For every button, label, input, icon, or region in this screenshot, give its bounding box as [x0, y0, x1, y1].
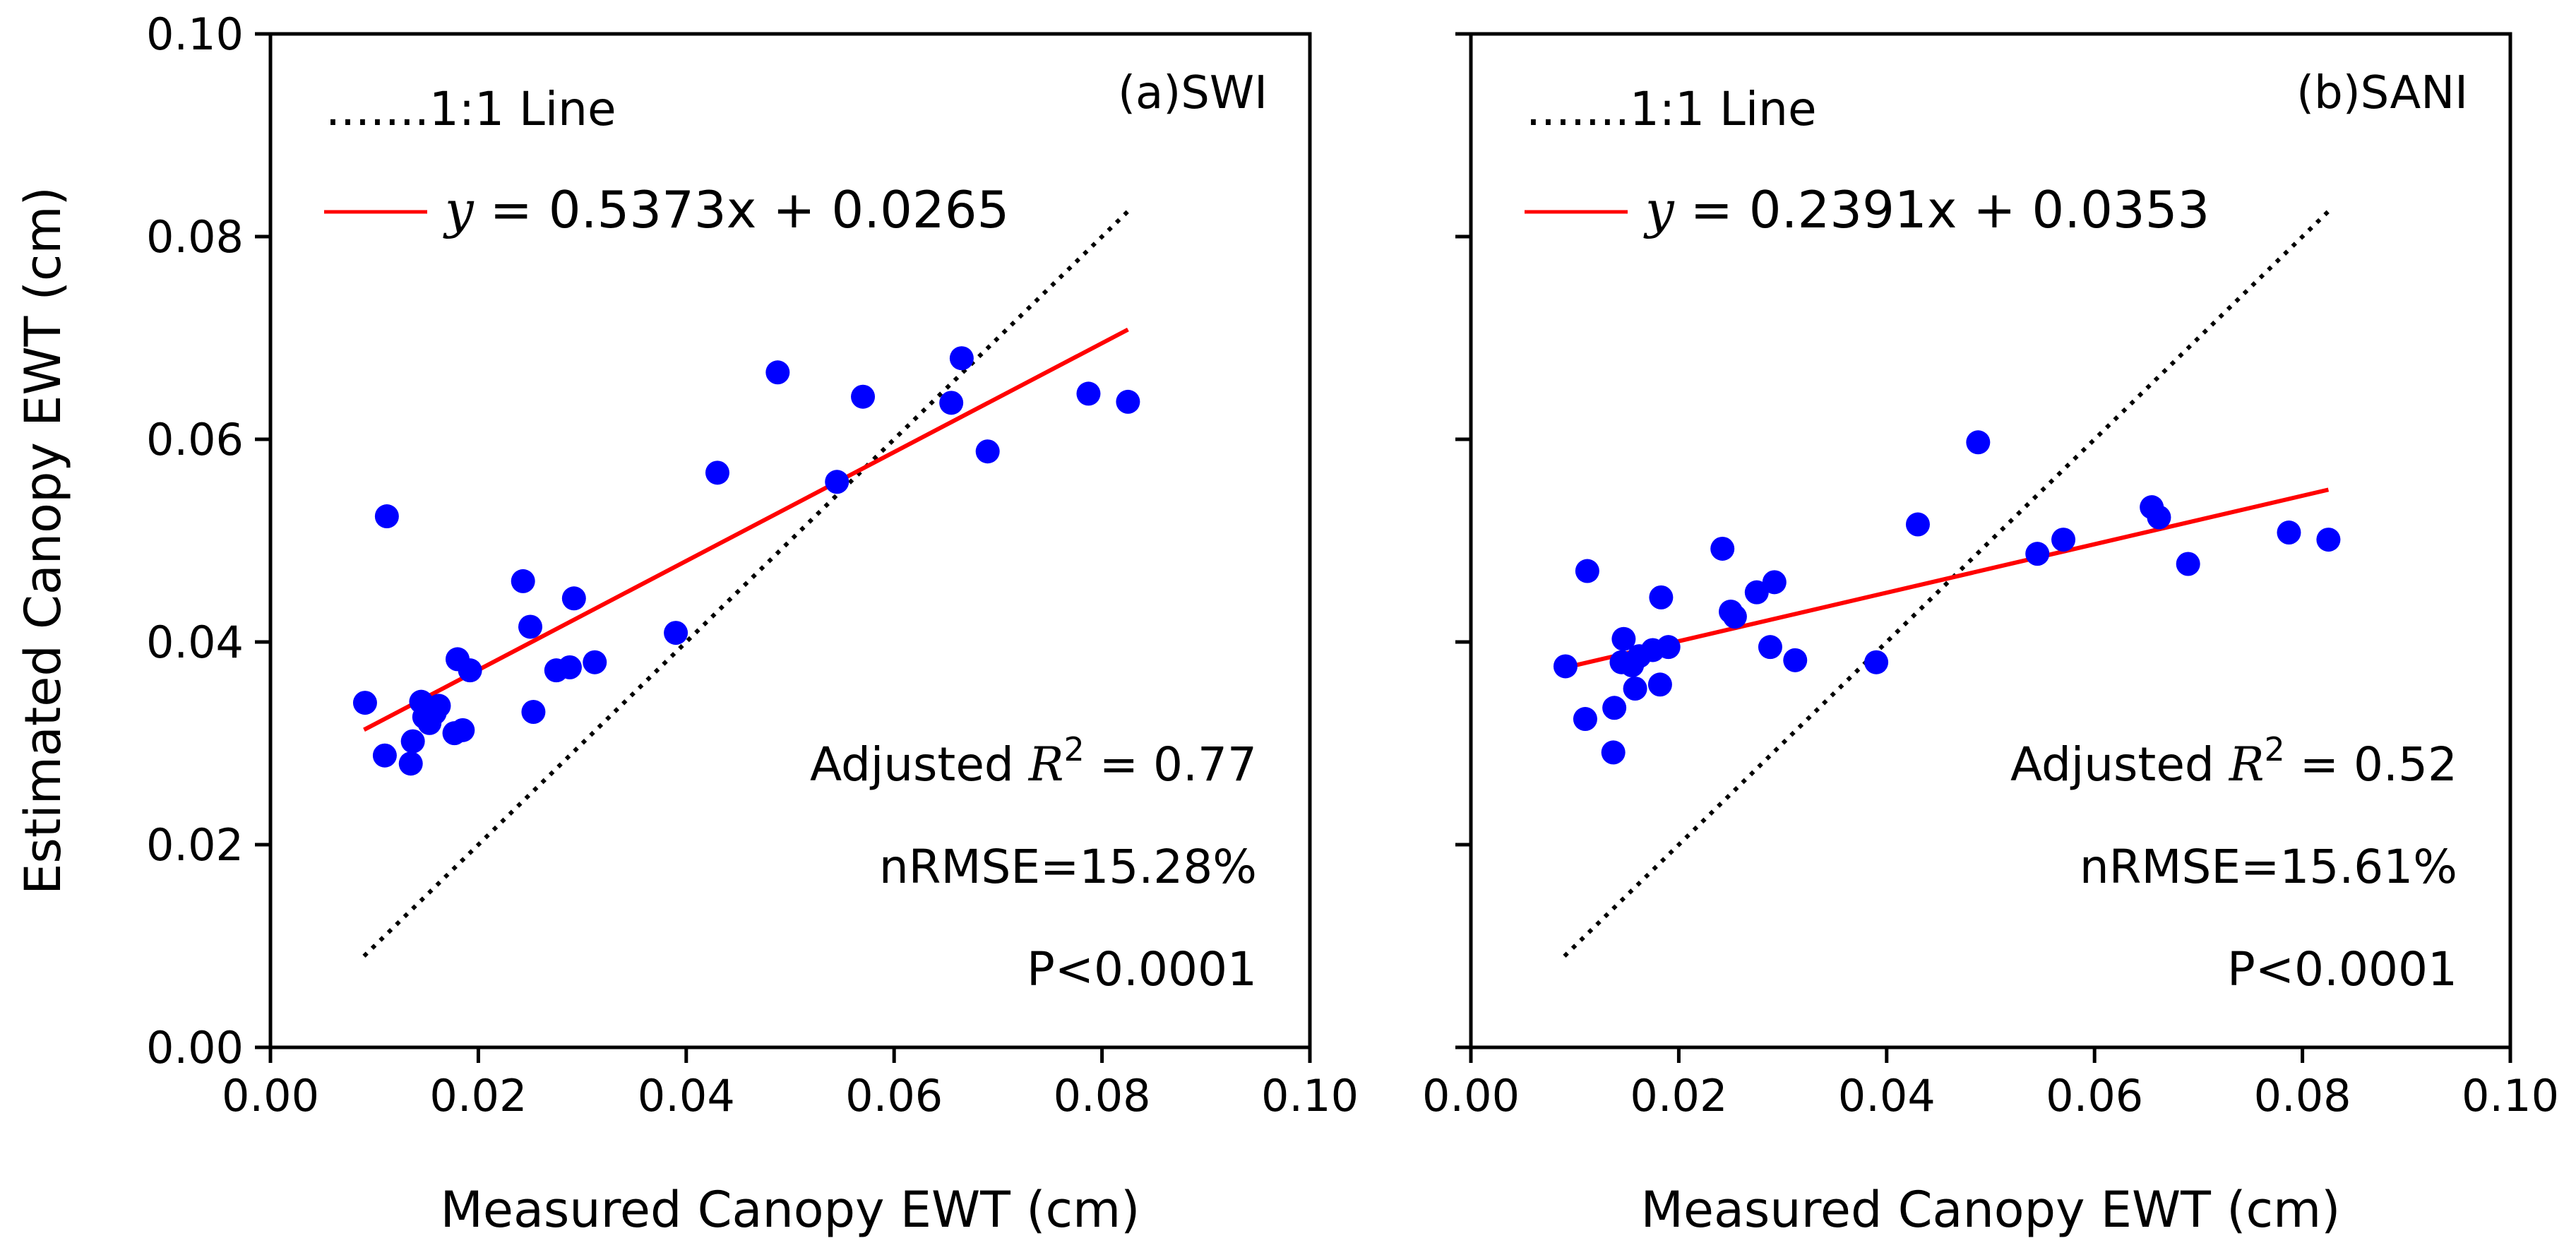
data-point — [1076, 381, 1101, 406]
x-tick-label: 0.10 — [2462, 1070, 2559, 1122]
data-point — [374, 504, 399, 529]
data-point — [1601, 740, 1626, 765]
data-point — [765, 360, 790, 385]
data-point — [1575, 559, 1599, 583]
data-point — [1905, 512, 1930, 537]
data-point — [1710, 536, 1735, 561]
x-tick-label: 0.02 — [429, 1070, 527, 1122]
y-axis-label: Estimated Canopy EWT (cm) — [14, 186, 72, 895]
adjusted-r2-text: Adjusted R2 = 0.77 — [810, 730, 1257, 792]
equation-rhs: = 0.5373x + 0.0265 — [474, 180, 1010, 239]
data-point — [518, 614, 542, 639]
x-tick-label: 0.08 — [1054, 1070, 1151, 1122]
data-point — [1611, 626, 1636, 651]
x-tick-label: 0.10 — [1261, 1070, 1359, 1122]
y-tick-label: 0.04 — [146, 617, 244, 668]
data-point — [561, 586, 586, 611]
data-point — [1758, 635, 1782, 660]
panel-label: (a)SWI — [1118, 67, 1268, 119]
data-point — [1762, 570, 1787, 595]
data-point — [583, 650, 607, 674]
one-to-one-line — [1563, 209, 2330, 958]
data-point — [1722, 605, 1747, 629]
regression-line — [1563, 487, 2330, 670]
plot-frame — [268, 32, 1312, 1049]
data-point — [975, 439, 1000, 464]
data-point — [664, 621, 688, 646]
data-point — [949, 346, 974, 371]
data-point — [1647, 672, 1672, 697]
regression-line — [363, 327, 1129, 732]
data-point — [1623, 677, 1647, 701]
x-axis-label: Measured Canopy EWT (cm) — [440, 1181, 1140, 1239]
data-point — [1116, 389, 1140, 414]
data-point — [2025, 542, 2050, 566]
p-value-text: P<0.0001 — [1027, 942, 1257, 997]
data-point — [1966, 430, 1991, 455]
x-tick-label: 0.00 — [1422, 1070, 1520, 1122]
x-tick-label: 0.02 — [1630, 1070, 1727, 1122]
y-tick-label: 0.06 — [146, 414, 244, 465]
one-to-one-line — [362, 209, 1130, 958]
data-point — [939, 391, 964, 415]
data-point — [825, 470, 849, 494]
data-point — [2316, 528, 2341, 552]
plot-frame — [1469, 32, 2512, 1049]
data-point — [1649, 585, 1674, 609]
data-point — [458, 658, 482, 683]
data-point — [1864, 650, 1889, 674]
data-point — [2051, 528, 2076, 552]
nrmse-text: nRMSE=15.28% — [879, 840, 1257, 894]
legend-fit-equation: y = 0.5373x + 0.0265 — [443, 180, 1009, 239]
p-value-text: P<0.0001 — [2227, 942, 2457, 997]
y-tick-label: 0.08 — [146, 211, 244, 263]
data-point — [451, 718, 475, 742]
data-point — [427, 694, 451, 718]
data-point — [2147, 505, 2171, 530]
legend-fit-equation: y = 0.2391x + 0.0353 — [1643, 180, 2210, 239]
data-point — [1573, 707, 1597, 732]
data-point — [400, 729, 425, 754]
data-point — [1783, 648, 1808, 672]
equation-rhs: = 0.2391x + 0.0353 — [1674, 180, 2210, 239]
data-point — [372, 743, 397, 768]
x-tick-label: 0.00 — [222, 1070, 319, 1122]
data-point — [521, 700, 546, 725]
data-point — [511, 569, 535, 593]
scatter-panel-1: 0.00 0.02 0.04 0.06 0.08 0.10 0.00 0.02 0.04 0.06… — [14, 8, 1359, 1239]
x-tick-label: 0.06 — [845, 1070, 943, 1122]
data-point — [1602, 696, 1627, 720]
legend-one-to-one-label: .......1:1 Line — [1526, 82, 1817, 136]
equation-variable: y — [1643, 180, 1675, 239]
data-point — [2277, 521, 2301, 545]
data-point — [705, 460, 729, 485]
x-tick-label: 0.04 — [1838, 1070, 1936, 1122]
y-tick-label: 0.00 — [146, 1022, 244, 1073]
data-point — [851, 384, 876, 409]
scatter-panel-2: 0.00 0.02 0.04 0.06 0.08 0.10 Measured Canopy … — [1422, 32, 2559, 1239]
adjusted-r2-text: Adjusted R2 = 0.52 — [2010, 730, 2457, 792]
data-point — [1656, 635, 1681, 660]
data-point — [557, 655, 582, 679]
nrmse-text: nRMSE=15.61% — [2080, 840, 2457, 894]
y-tick-label: 0.02 — [146, 819, 244, 871]
x-axis-label: Measured Canopy EWT (cm) — [1640, 1181, 2340, 1239]
data-point — [1744, 580, 1769, 605]
data-point — [1553, 654, 1578, 679]
legend-one-to-one-label: .......1:1 Line — [326, 82, 616, 136]
x-tick-label: 0.06 — [2046, 1070, 2143, 1122]
data-point — [352, 691, 377, 715]
data-point — [2176, 552, 2200, 576]
panel-label: (b)SANI — [2296, 67, 2468, 119]
data-point — [398, 751, 423, 776]
y-tick-label: 0.10 — [146, 8, 244, 60]
x-tick-label: 0.08 — [2254, 1070, 2351, 1122]
x-tick-label: 0.04 — [638, 1070, 735, 1122]
equation-variable: y — [443, 180, 475, 239]
